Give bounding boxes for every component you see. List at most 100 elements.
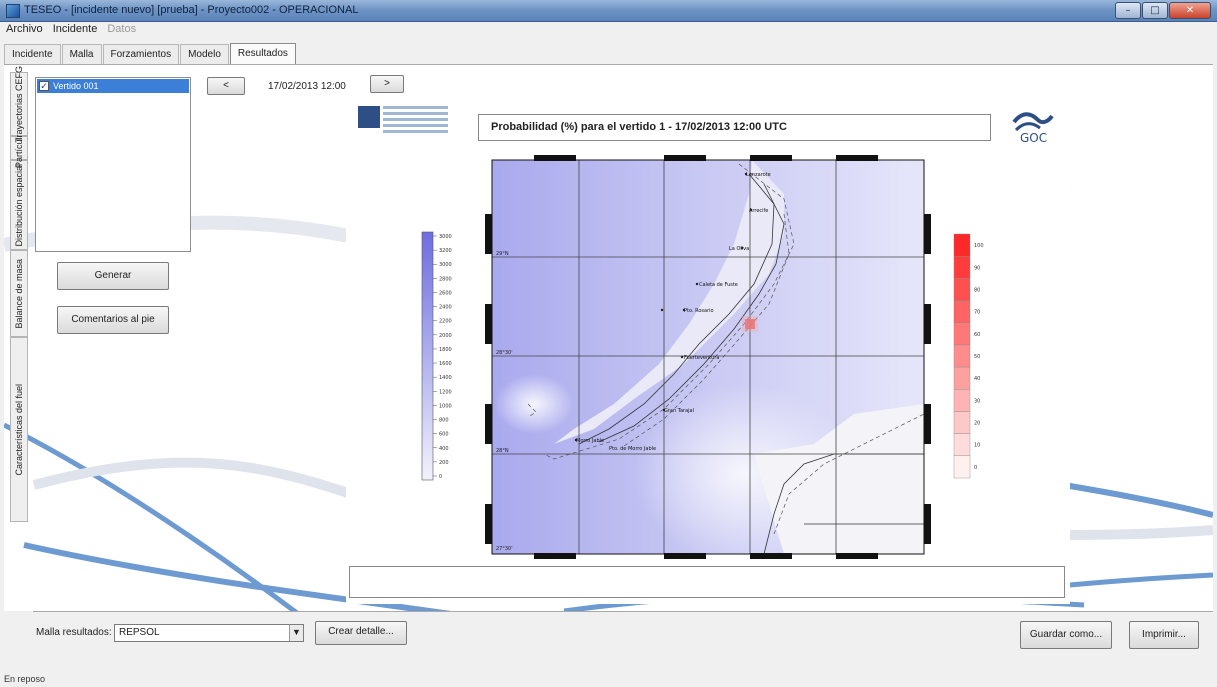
depth-tick-label: 800 bbox=[439, 418, 449, 424]
probability-tick-label: 70 bbox=[974, 310, 980, 316]
imprimir-button[interactable]: Imprimir... bbox=[1129, 621, 1199, 649]
spill-probability-cell bbox=[745, 319, 755, 329]
svg-text:La Oliva: La Oliva bbox=[729, 246, 749, 252]
tab-incidente[interactable]: Incidente bbox=[4, 44, 61, 64]
wave-icon bbox=[1012, 112, 1054, 132]
crear-detalle-button[interactable]: Crear detalle... bbox=[315, 621, 407, 645]
probability-tick-label: 90 bbox=[974, 265, 980, 271]
svg-text:29°N: 29°N bbox=[496, 251, 509, 257]
probability-tick-label: 10 bbox=[974, 443, 980, 449]
probability-tick-label: 20 bbox=[974, 421, 980, 427]
results-list[interactable]: ✓ Vertido 001 bbox=[35, 77, 191, 252]
map-frame bbox=[491, 159, 925, 555]
graticule bbox=[492, 160, 924, 554]
tab-malla[interactable]: Malla bbox=[61, 44, 102, 64]
probability-tick-label: 60 bbox=[974, 332, 980, 338]
depth-tick-label: 2400 bbox=[439, 305, 452, 311]
depth-tick-label: 1000 bbox=[439, 403, 452, 409]
current-datetime: 17/02/2013 12:00 bbox=[268, 81, 346, 92]
next-button[interactable]: > bbox=[370, 75, 404, 93]
coast-land bbox=[754, 404, 924, 554]
window-controls: – □ ✕ bbox=[1115, 2, 1211, 19]
close-button[interactable]: ✕ bbox=[1169, 2, 1211, 19]
generar-button[interactable]: Generar bbox=[57, 262, 169, 290]
chevron-down-icon[interactable]: ▼ bbox=[289, 625, 303, 641]
probability-tick-label: 100 bbox=[974, 243, 984, 249]
svg-text:27°30': 27°30' bbox=[496, 546, 513, 552]
place-labels: Lanzarote Arrecife Pto. Rosario Fuerteve… bbox=[576, 172, 771, 452]
menu-datos[interactable]: Datos bbox=[107, 23, 137, 35]
prev-button[interactable]: < bbox=[207, 77, 245, 95]
depth-tick-label: 3000 bbox=[439, 262, 452, 268]
svg-text:28°N: 28°N bbox=[496, 448, 509, 454]
svg-text:Pto. Rosario: Pto. Rosario bbox=[684, 308, 714, 314]
comentarios-button[interactable]: Comentarios al pie bbox=[57, 306, 169, 334]
list-item[interactable]: ✓ Vertido 001 bbox=[37, 79, 189, 93]
goc-logo-text: GOC bbox=[1020, 131, 1048, 145]
depth-tick-label: 3000 bbox=[439, 234, 452, 240]
window-title: TESEO - [incidente nuevo] [prueba] - Pro… bbox=[24, 4, 359, 16]
probability-cell bbox=[953, 411, 971, 434]
probability-tick-label: 80 bbox=[974, 287, 980, 293]
probability-tick-label: 40 bbox=[974, 376, 980, 382]
vtab-caracteristicas-fuel[interactable]: Características del fuel bbox=[10, 337, 28, 522]
title-bar: TESEO - [incidente nuevo] [prueba] - Pro… bbox=[0, 0, 1217, 22]
probability-cell bbox=[953, 344, 971, 368]
vtab-distribucion-espacial[interactable]: Distribución espacial bbox=[10, 160, 28, 250]
depth-colorbar: 3000320030002800260024002200200018001600… bbox=[421, 231, 452, 481]
svg-text:Fuerteventura: Fuerteventura bbox=[684, 355, 719, 361]
maximize-button[interactable]: □ bbox=[1142, 2, 1168, 19]
malla-select[interactable]: REPSOL ▼ bbox=[114, 624, 304, 642]
logo-mark bbox=[358, 106, 380, 128]
depth-tick-label: 200 bbox=[439, 460, 449, 466]
depth-tick-label: 400 bbox=[439, 446, 449, 452]
depth-tick-label: 1200 bbox=[439, 389, 452, 395]
menu-archivo[interactable]: Archivo bbox=[6, 23, 43, 35]
tab-forzamientos[interactable]: Forzamientos bbox=[102, 44, 180, 64]
probability-cell bbox=[953, 233, 971, 257]
menu-bar: Archivo Incidente Datos bbox=[0, 22, 1217, 36]
vtab-balance-masa[interactable]: Balance de masa bbox=[10, 250, 28, 337]
guardar-como-button[interactable]: Guardar como... bbox=[1020, 621, 1112, 649]
map-border-ticks bbox=[485, 155, 931, 559]
svg-text:28°30': 28°30' bbox=[496, 350, 513, 356]
probability-tick-label: 0 bbox=[974, 465, 977, 471]
depth-tick-label: 2800 bbox=[439, 276, 452, 282]
probability-cell bbox=[953, 300, 971, 323]
svg-text:Arrecife: Arrecife bbox=[749, 208, 768, 214]
caption-box bbox=[349, 566, 1065, 598]
lat-labels: 29°N 28°30' 28°N 27°30' bbox=[496, 251, 513, 552]
depth-tick-label: 1800 bbox=[439, 347, 452, 353]
tab-divider bbox=[4, 64, 1213, 65]
map-title: Probabilidad (%) para el vertido 1 - 17/… bbox=[478, 114, 991, 141]
probability-map: 29°N 28°30' 28°N 27°30' Lanzarote Arreci… bbox=[485, 155, 931, 560]
probability-cell bbox=[953, 278, 971, 301]
malla-label: Malla resultados: bbox=[36, 627, 112, 638]
goc-logo: GOC bbox=[1012, 108, 1054, 148]
svg-text:Gran Tarajal: Gran Tarajal bbox=[664, 408, 694, 414]
depth-tick-label: 600 bbox=[439, 432, 449, 438]
depth-tick-label: 2000 bbox=[439, 333, 452, 339]
svg-text:Caleta de Fuste: Caleta de Fuste bbox=[699, 282, 738, 288]
vtab-particulas[interactable]: Partículas bbox=[10, 128, 28, 168]
shallow-patch bbox=[494, 374, 574, 434]
minimize-button[interactable]: – bbox=[1115, 2, 1141, 19]
tab-resultados[interactable]: Resultados bbox=[229, 43, 296, 64]
probability-cell bbox=[953, 455, 971, 479]
svg-text:Pto. de Morro Jable: Pto. de Morro Jable bbox=[609, 446, 656, 452]
teseo-logo bbox=[358, 106, 452, 148]
checkbox[interactable]: ✓ bbox=[39, 81, 49, 91]
tab-modelo[interactable]: Modelo bbox=[180, 44, 229, 64]
depth-tick-label: 1400 bbox=[439, 375, 452, 381]
probability-tick-label: 30 bbox=[974, 398, 980, 404]
logo-text-lines bbox=[383, 106, 448, 136]
depth-tick-label: 0 bbox=[439, 474, 442, 480]
vtab-trayectorias[interactable]: Trayectorias CEFG bbox=[10, 66, 28, 142]
bottom-divider bbox=[33, 611, 1213, 612]
svg-text:Lanzarote: Lanzarote bbox=[746, 172, 771, 178]
menu-incidente[interactable]: Incidente bbox=[52, 23, 98, 35]
probability-cell bbox=[953, 322, 971, 346]
depth-tick-label: 2200 bbox=[439, 319, 452, 325]
